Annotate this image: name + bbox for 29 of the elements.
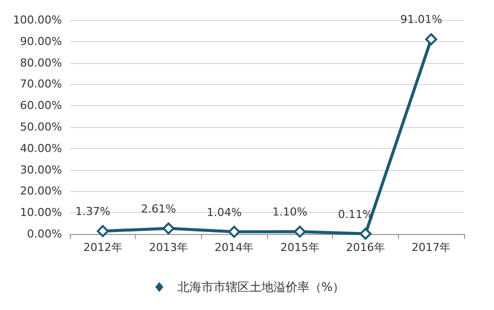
y-tick-label: 50.00%	[20, 120, 62, 134]
point	[360, 228, 372, 240]
y-tick-label: 60.00%	[20, 99, 62, 112]
x-tick-label: 2013年	[149, 241, 188, 254]
data-label: 2.61%	[141, 202, 176, 216]
point	[228, 226, 240, 238]
point	[162, 222, 174, 234]
y-tick-label: 30.00%	[20, 163, 62, 176]
point	[425, 33, 438, 46]
x-tick-label: 2016年	[346, 241, 385, 254]
y-tick-label: 100.00%	[13, 14, 62, 26]
point	[294, 226, 306, 238]
y-tick-label: 10.00%	[20, 206, 62, 220]
x-tick-label: 2017年	[412, 241, 451, 254]
point	[96, 225, 109, 238]
data-label: 1.37%	[75, 205, 110, 218]
x-tick-label: 2015年	[280, 241, 320, 254]
data-label: 91.01%	[400, 13, 442, 26]
legend-label: 北海市市辖区土地溢价率（%）	[177, 280, 345, 294]
y-tick-label: 70.00%	[20, 78, 62, 91]
y-tick-label: 0.00%	[27, 228, 62, 240]
y-tick-label: 20.00%	[20, 184, 62, 198]
y-tick-label: 80.00%	[20, 56, 62, 70]
y-tick-label: 40.00%	[20, 142, 62, 155]
y-tick-label: 90.00%	[20, 34, 62, 48]
data-label: 1.04%	[206, 206, 242, 219]
x-tick-label: 2012年	[83, 241, 122, 254]
data-label: 1.10%	[272, 206, 308, 219]
x-tick-label: 2014年	[214, 241, 254, 254]
